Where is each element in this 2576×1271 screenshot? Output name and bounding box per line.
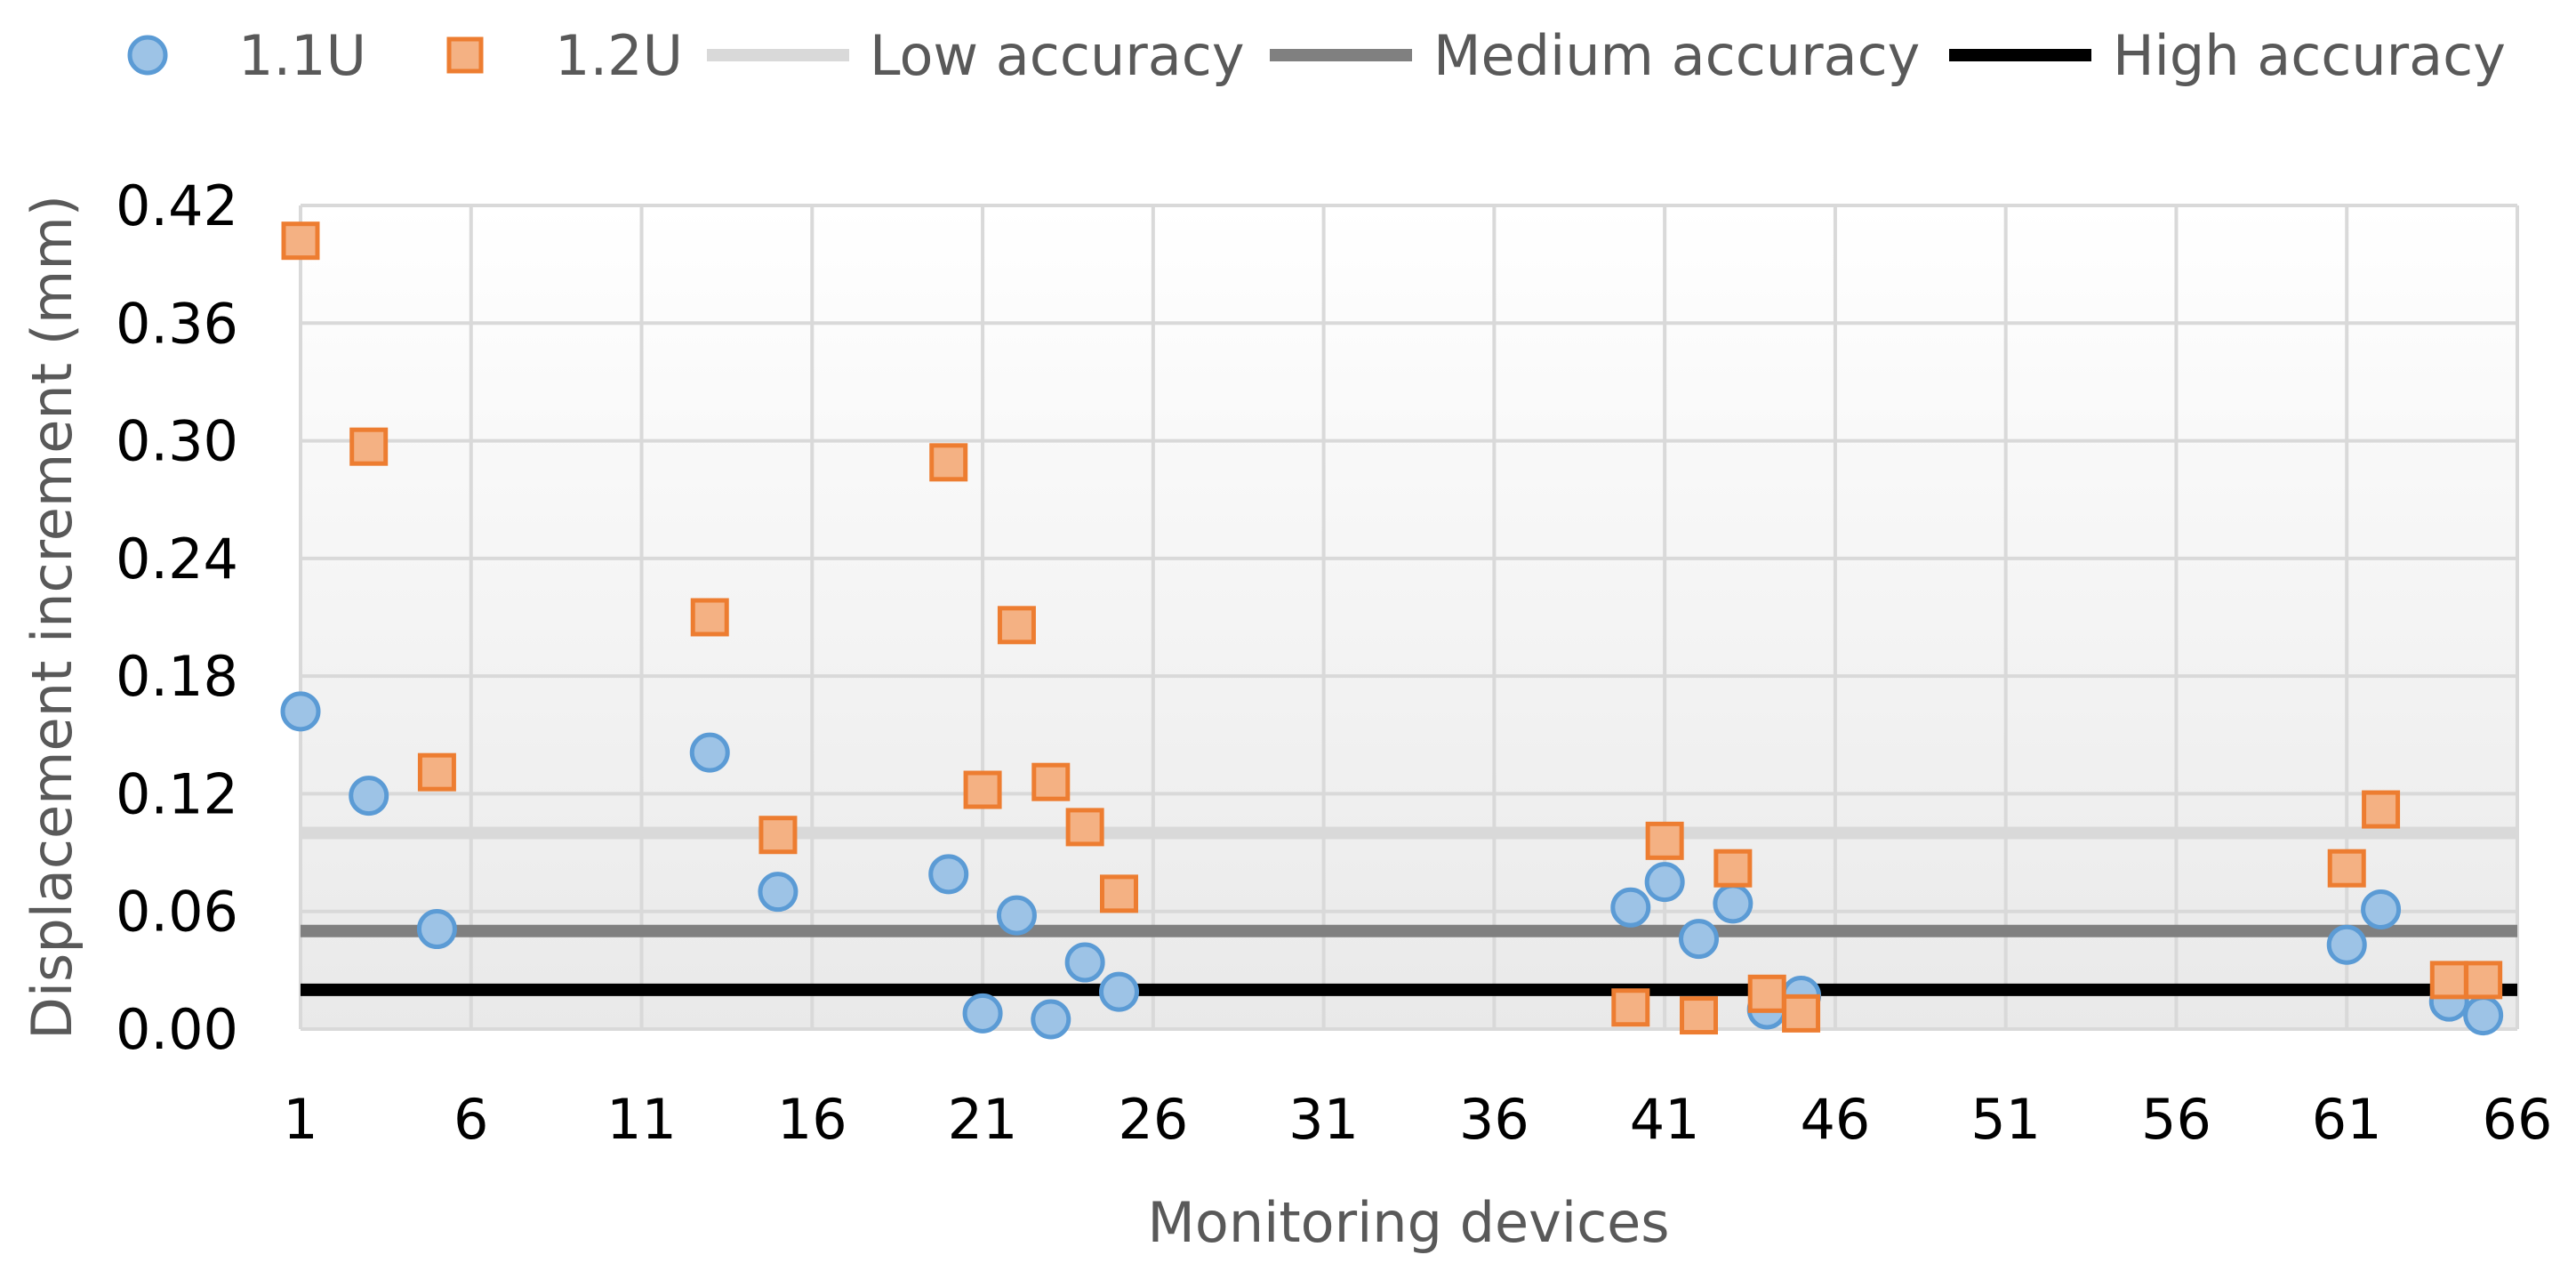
y-tick-label: 0.18: [116, 644, 238, 709]
x-tick-label: 6: [453, 1087, 488, 1152]
y-tick-label: 0.36: [116, 291, 238, 356]
point-1-2u: [2429, 961, 2468, 1000]
point-1-2u: [1645, 821, 1684, 860]
data-points: [280, 221, 2504, 1040]
point-1-1u: [1098, 971, 1139, 1012]
legend: 1.1U 1.2U Low accuracy Medium accuracy H…: [127, 23, 2506, 88]
y-tick-label: 0.00: [116, 997, 238, 1062]
point-1-1u: [2361, 889, 2402, 930]
point-1-2u: [997, 606, 1036, 645]
point-1-1u: [996, 895, 1037, 936]
legend-label-medium-accuracy: Medium accuracy: [1433, 23, 1920, 88]
point-1-1u: [1713, 883, 1753, 924]
series-1-1u: [280, 691, 2504, 1040]
point-1-2u: [1782, 993, 1821, 1033]
y-tick-label: 0.12: [116, 761, 238, 826]
legend-label-1-2u: 1.2U: [555, 23, 683, 88]
point-1-2u: [349, 427, 389, 466]
legend-item-high-accuracy: High accuracy: [1949, 23, 2506, 88]
point-1-1u: [349, 776, 389, 816]
x-tick-label: 61: [2312, 1087, 2382, 1152]
point-1-1u: [1610, 887, 1651, 928]
x-tick-label: 26: [1118, 1087, 1188, 1152]
point-1-1u: [1679, 919, 1720, 960]
point-1-2u: [1747, 974, 1786, 1013]
point-1-2u: [1680, 996, 1719, 1035]
point-1-1u: [758, 872, 798, 913]
x-tick-label: 41: [1630, 1087, 1700, 1152]
point-1-1u: [1064, 942, 1105, 983]
point-1-2u: [1713, 849, 1753, 888]
legend-label-high-accuracy: High accuracy: [2113, 23, 2506, 88]
x-tick-label: 1: [283, 1087, 317, 1152]
point-1-1u: [962, 993, 1003, 1034]
point-1-1u: [416, 909, 457, 950]
point-1-1u: [2326, 924, 2367, 965]
x-tick-label: 66: [2483, 1087, 2553, 1152]
point-1-2u: [1611, 988, 1650, 1027]
point-1-2u: [690, 598, 729, 637]
reference-lines: [301, 826, 2517, 996]
legend-marker-1-1u: [127, 35, 168, 76]
y-tick-label: 0.06: [116, 880, 238, 945]
x-axis-title: Monitoring devices: [1147, 1190, 1669, 1255]
x-axis-ticks: 1 6 11 16 21 26 31 36 41 46 51 56 61 66: [283, 1087, 2552, 1152]
legend-item-1-1u: 1.1U: [127, 23, 366, 88]
point-1-2u: [2327, 849, 2366, 888]
x-tick-label: 36: [1459, 1087, 1529, 1152]
x-tick-label: 11: [606, 1087, 677, 1152]
x-tick-label: 31: [1288, 1087, 1359, 1152]
series-1-2u: [281, 221, 2503, 1035]
legend-item-medium-accuracy: Medium accuracy: [1270, 23, 1920, 88]
point-1-1u: [1644, 862, 1685, 903]
y-tick-label: 0.42: [116, 173, 238, 238]
point-1-2u: [1065, 808, 1104, 847]
legend-item-1-2u: 1.2U: [446, 23, 683, 88]
legend-label-1-1u: 1.1U: [238, 23, 366, 88]
point-1-1u: [280, 691, 321, 732]
y-tick-label: 0.24: [116, 527, 238, 591]
x-tick-label: 51: [1970, 1087, 2041, 1152]
point-1-1u: [928, 854, 969, 895]
point-1-2u: [1099, 874, 1138, 913]
point-1-2u: [758, 816, 798, 855]
point-1-2u: [281, 221, 320, 261]
x-tick-label: 16: [777, 1087, 847, 1152]
y-axis-title: Displacement increment (mm): [20, 195, 84, 1040]
point-1-1u: [689, 732, 730, 773]
x-tick-label: 21: [948, 1087, 1018, 1152]
point-1-2u: [2464, 961, 2503, 1000]
x-tick-label: 46: [1800, 1087, 1870, 1152]
x-tick-label: 56: [2141, 1087, 2211, 1152]
point-1-2u: [1031, 762, 1071, 801]
point-1-2u: [417, 752, 456, 792]
point-1-1u: [2463, 995, 2504, 1036]
gridlines: [299, 204, 2519, 1031]
point-1-2u: [2362, 790, 2401, 829]
point-1-2u: [963, 770, 1002, 809]
legend-label-low-accuracy: Low accuracy: [870, 23, 1245, 88]
point-1-2u: [929, 443, 968, 482]
y-tick-label: 0.30: [116, 409, 238, 474]
legend-marker-1-2u: [446, 36, 484, 74]
y-axis-ticks: 0.00 0.06 0.12 0.18 0.24 0.30 0.36 0.42: [116, 173, 238, 1062]
legend-item-low-accuracy: Low accuracy: [707, 23, 1245, 88]
plot-area: [301, 205, 2517, 1029]
point-1-1u: [1031, 999, 1071, 1040]
